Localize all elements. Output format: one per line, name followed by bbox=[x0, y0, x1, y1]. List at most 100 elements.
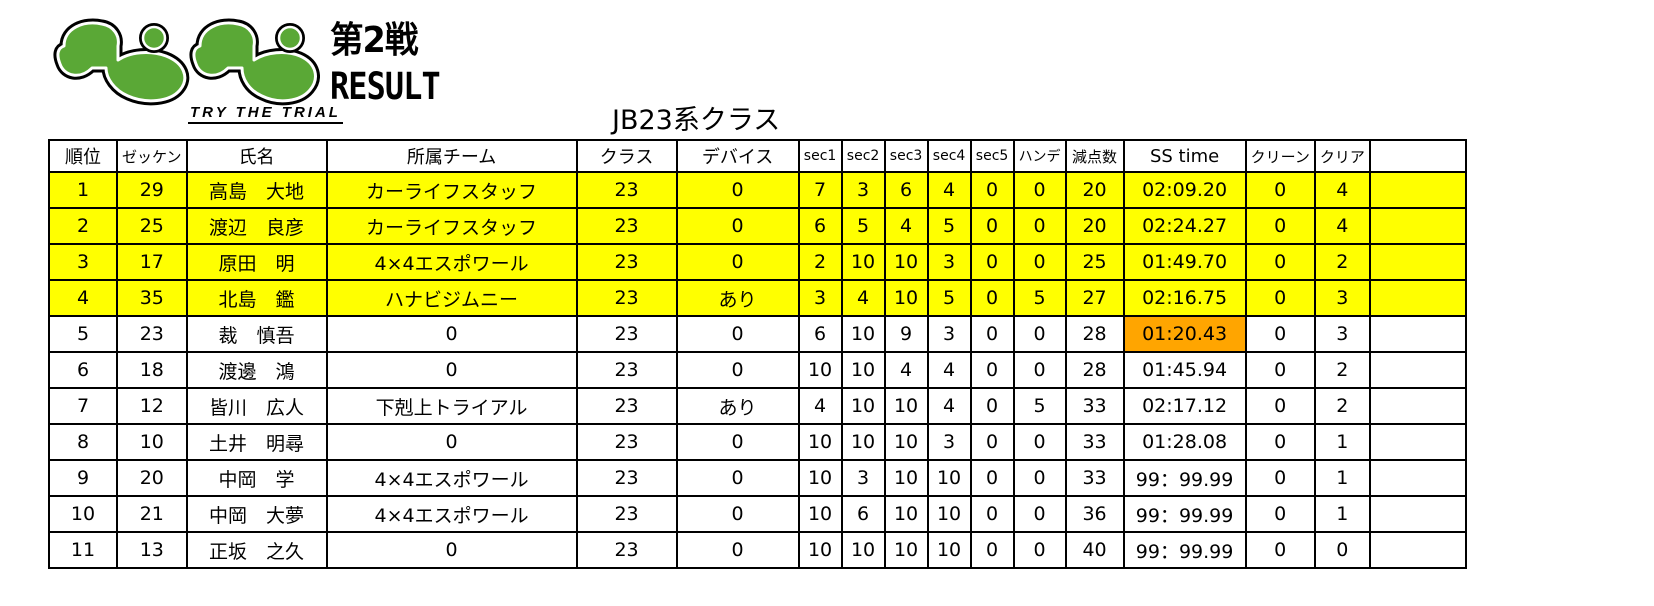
clear-cell: 1 bbox=[1313, 423, 1371, 461]
device-cell: 0 bbox=[675, 531, 800, 569]
bib-cell: 21 bbox=[116, 495, 188, 533]
class-cell: 23 bbox=[575, 243, 678, 281]
bib-cell: 23 bbox=[116, 315, 188, 353]
team-cell: 下剋上トライアル bbox=[325, 387, 578, 425]
clean-cell: 0 bbox=[1244, 243, 1316, 281]
logo-tagline: TRY THE TRIAL bbox=[188, 104, 343, 124]
device-cell: 0 bbox=[675, 243, 800, 281]
sec5-cell: 0 bbox=[969, 243, 1015, 281]
name-cell: 中岡 大夢 bbox=[185, 495, 328, 533]
sstime-cell: 01:49.70 bbox=[1122, 243, 1247, 281]
team-cell: ハナビジムニー bbox=[325, 279, 578, 317]
team-cell: 0 bbox=[325, 351, 578, 389]
sec4-cell: 3 bbox=[926, 243, 972, 281]
blank-cell bbox=[1368, 459, 1467, 497]
clear-cell: 2 bbox=[1313, 387, 1371, 425]
sec5-cell: 0 bbox=[969, 171, 1015, 209]
sec2-cell: 10 bbox=[840, 243, 886, 281]
col-header-hande: ハンデ bbox=[1012, 139, 1067, 173]
col-header-genten: 減点数 bbox=[1064, 139, 1125, 173]
bib-cell: 12 bbox=[116, 387, 188, 425]
col-header-sec2: sec2 bbox=[840, 139, 886, 173]
clean-cell: 0 bbox=[1244, 387, 1316, 425]
genten-cell: 36 bbox=[1064, 495, 1125, 533]
device-cell: あり bbox=[675, 387, 800, 425]
class-cell: 23 bbox=[575, 531, 678, 569]
header-row: 順位 ゼッケン 氏名 所属チーム クラス デバイス sec1 sec2 sec3… bbox=[48, 139, 1467, 173]
hande-cell: 0 bbox=[1012, 207, 1067, 245]
genten-cell: 33 bbox=[1064, 459, 1125, 497]
rank-cell: 2 bbox=[48, 207, 118, 245]
team-cell: カーライフスタッフ bbox=[325, 171, 578, 209]
sec5-cell: 0 bbox=[969, 531, 1015, 569]
sstime-cell: 01:20.43 bbox=[1122, 315, 1247, 353]
blank-cell bbox=[1368, 351, 1467, 389]
table-row: 6 18 渡邊 鴻 0 23 0 10 10 4 4 0 0 28 01:45.94 0 2 bbox=[48, 351, 1467, 389]
rank-cell: 7 bbox=[48, 387, 118, 425]
table-header: 順位 ゼッケン 氏名 所属チーム クラス デバイス sec1 sec2 sec3… bbox=[48, 139, 1467, 173]
hande-cell: 0 bbox=[1012, 315, 1067, 353]
sec3-cell: 10 bbox=[883, 387, 929, 425]
bib-cell: 10 bbox=[116, 423, 188, 461]
sec2-cell: 5 bbox=[840, 207, 886, 245]
toratora-logo-graphic bbox=[53, 18, 320, 106]
col-header-sstime: SS time bbox=[1122, 139, 1247, 173]
class-cell: 23 bbox=[575, 171, 678, 209]
sstime-cell: 01:45.94 bbox=[1122, 351, 1247, 389]
name-cell: 渡辺 良彦 bbox=[185, 207, 328, 245]
sec4-cell: 10 bbox=[926, 495, 972, 533]
genten-cell: 20 bbox=[1064, 207, 1125, 245]
sec5-cell: 0 bbox=[969, 279, 1015, 317]
sec3-cell: 10 bbox=[883, 243, 929, 281]
page-header: TRY THE TRIAL 第2戦 RESULT JB23系クラス bbox=[0, 0, 1654, 136]
blank-cell bbox=[1368, 387, 1467, 425]
clean-cell: 0 bbox=[1244, 171, 1316, 209]
col-header-name: 氏名 bbox=[185, 139, 328, 173]
clear-cell: 0 bbox=[1313, 531, 1371, 569]
hande-cell: 5 bbox=[1012, 279, 1067, 317]
blank-cell bbox=[1368, 279, 1467, 317]
col-header-sec3: sec3 bbox=[883, 139, 929, 173]
genten-cell: 28 bbox=[1064, 351, 1125, 389]
table-row: 8 10 土井 明尋 0 23 0 10 10 10 3 0 0 33 01:28.08 0 1 bbox=[48, 423, 1467, 461]
clean-cell: 0 bbox=[1244, 459, 1316, 497]
sec2-cell: 3 bbox=[840, 459, 886, 497]
sstime-cell: 01:28.08 bbox=[1122, 423, 1247, 461]
sec3-cell: 10 bbox=[883, 495, 929, 533]
clear-cell: 1 bbox=[1313, 459, 1371, 497]
device-cell: 0 bbox=[675, 459, 800, 497]
clear-cell: 2 bbox=[1313, 351, 1371, 389]
sec1-cell: 10 bbox=[797, 351, 843, 389]
col-header-clean: クリーン bbox=[1244, 139, 1316, 173]
bib-cell: 13 bbox=[116, 531, 188, 569]
sec5-cell: 0 bbox=[969, 495, 1015, 533]
name-cell: 北島 鑑 bbox=[185, 279, 328, 317]
sec4-cell: 5 bbox=[926, 207, 972, 245]
genten-cell: 33 bbox=[1064, 423, 1125, 461]
genten-cell: 33 bbox=[1064, 387, 1125, 425]
clean-cell: 0 bbox=[1244, 279, 1316, 317]
rank-cell: 1 bbox=[48, 171, 118, 209]
class-cell: 23 bbox=[575, 279, 678, 317]
class-cell: 23 bbox=[575, 351, 678, 389]
clear-cell: 2 bbox=[1313, 243, 1371, 281]
device-cell: 0 bbox=[675, 495, 800, 533]
class-title: JB23系クラス bbox=[612, 105, 781, 136]
table-row: 2 25 渡辺 良彦 カーライフスタッフ 23 0 6 5 4 5 0 0 20 02:24.27 0 4 bbox=[48, 207, 1467, 245]
bib-cell: 29 bbox=[116, 171, 188, 209]
clean-cell: 0 bbox=[1244, 315, 1316, 353]
name-cell: 正坂 之久 bbox=[185, 531, 328, 569]
device-cell: 0 bbox=[675, 423, 800, 461]
sec2-cell: 10 bbox=[840, 423, 886, 461]
table-row: 5 23 裁 慎吾 0 23 0 6 10 9 3 0 0 28 01:20.43 0 3 bbox=[48, 315, 1467, 353]
name-cell: 中岡 学 bbox=[185, 459, 328, 497]
device-cell: 0 bbox=[675, 171, 800, 209]
sec3-cell: 10 bbox=[883, 279, 929, 317]
table-row: 3 17 原田 明 4×4エスポワール 23 0 2 10 10 3 0 0 25 01:49.70 0 2 bbox=[48, 243, 1467, 281]
title-block: 第2戦 RESULT bbox=[330, 22, 458, 108]
sstime-cell: 02:16.75 bbox=[1122, 279, 1247, 317]
blank-cell bbox=[1368, 315, 1467, 353]
class-cell: 23 bbox=[575, 459, 678, 497]
sec1-cell: 10 bbox=[797, 531, 843, 569]
sec1-cell: 6 bbox=[797, 207, 843, 245]
